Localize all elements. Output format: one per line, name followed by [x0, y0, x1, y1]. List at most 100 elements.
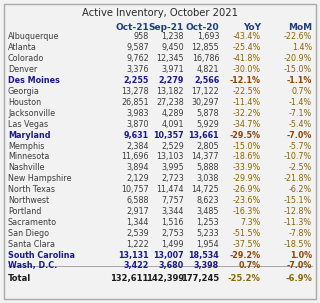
- Text: 0.7%: 0.7%: [292, 87, 312, 96]
- Text: Active Inventory, October 2021: Active Inventory, October 2021: [82, 8, 238, 18]
- Text: -18.5%: -18.5%: [284, 240, 312, 249]
- Text: Northwest: Northwest: [8, 196, 49, 205]
- Text: 4,091: 4,091: [162, 120, 184, 129]
- Text: -7.8%: -7.8%: [289, 229, 312, 238]
- Text: 1,693: 1,693: [197, 32, 219, 42]
- Text: 2,529: 2,529: [161, 142, 184, 151]
- Text: 6,588: 6,588: [126, 196, 149, 205]
- Text: 26,851: 26,851: [121, 98, 149, 107]
- Text: YoY: YoY: [243, 23, 261, 32]
- Text: Sep-21: Sep-21: [149, 23, 184, 32]
- Text: Georgia: Georgia: [8, 87, 40, 96]
- Text: 5,929: 5,929: [196, 120, 219, 129]
- Text: 14,377: 14,377: [192, 152, 219, 161]
- Text: -12.8%: -12.8%: [284, 207, 312, 216]
- Text: 3,870: 3,870: [126, 120, 149, 129]
- Text: 13,131: 13,131: [118, 251, 149, 260]
- Text: -29.5%: -29.5%: [230, 131, 261, 140]
- Text: 5,878: 5,878: [196, 109, 219, 118]
- Text: -25.2%: -25.2%: [228, 274, 261, 283]
- Text: -5.4%: -5.4%: [289, 120, 312, 129]
- Text: 13,103: 13,103: [156, 152, 184, 161]
- Text: 2,279: 2,279: [159, 76, 184, 85]
- Text: -18.6%: -18.6%: [233, 152, 261, 161]
- Text: Portland: Portland: [8, 207, 41, 216]
- Text: 3,894: 3,894: [126, 163, 149, 172]
- Text: Memphis: Memphis: [8, 142, 44, 151]
- Text: 4,821: 4,821: [197, 65, 219, 74]
- Text: -2.5%: -2.5%: [289, 163, 312, 172]
- Text: 16,786: 16,786: [192, 54, 219, 63]
- Text: -6.9%: -6.9%: [285, 274, 312, 283]
- Text: -30.0%: -30.0%: [233, 65, 261, 74]
- Text: 3,398: 3,398: [194, 261, 219, 271]
- Text: -23.6%: -23.6%: [233, 196, 261, 205]
- Text: -22.6%: -22.6%: [284, 32, 312, 42]
- Text: 13,182: 13,182: [156, 87, 184, 96]
- Text: -37.5%: -37.5%: [232, 240, 261, 249]
- Text: -10.7%: -10.7%: [284, 152, 312, 161]
- Text: North Texas: North Texas: [8, 185, 55, 194]
- Text: 7.3%: 7.3%: [240, 218, 261, 227]
- Text: 1,253: 1,253: [196, 218, 219, 227]
- Text: 1.4%: 1.4%: [292, 43, 312, 52]
- Text: South Carolina: South Carolina: [8, 251, 75, 260]
- Text: MoM: MoM: [288, 23, 312, 32]
- Text: 11,474: 11,474: [156, 185, 184, 194]
- Text: 1,222: 1,222: [126, 240, 149, 249]
- Text: San Diego: San Diego: [8, 229, 49, 238]
- Text: -7.0%: -7.0%: [287, 131, 312, 140]
- Text: -51.5%: -51.5%: [232, 229, 261, 238]
- Text: Maryland: Maryland: [8, 131, 51, 140]
- Text: 9,587: 9,587: [126, 43, 149, 52]
- Text: 7,757: 7,757: [161, 196, 184, 205]
- Text: -5.7%: -5.7%: [289, 142, 312, 151]
- Text: -22.5%: -22.5%: [232, 87, 261, 96]
- Text: Oct-21: Oct-21: [115, 23, 149, 32]
- Text: -33.9%: -33.9%: [233, 163, 261, 172]
- Text: -29.2%: -29.2%: [230, 251, 261, 260]
- Text: 1,344: 1,344: [126, 218, 149, 227]
- Text: 2,129: 2,129: [126, 174, 149, 183]
- Text: -1.4%: -1.4%: [289, 98, 312, 107]
- Text: -11.4%: -11.4%: [233, 98, 261, 107]
- Text: 5,888: 5,888: [197, 163, 219, 172]
- Text: -41.8%: -41.8%: [233, 54, 261, 63]
- Text: Oct-20: Oct-20: [186, 23, 219, 32]
- Text: 3,038: 3,038: [197, 174, 219, 183]
- Text: 2,539: 2,539: [126, 229, 149, 238]
- Text: 3,422: 3,422: [124, 261, 149, 271]
- Text: 2,723: 2,723: [161, 174, 184, 183]
- Text: 10,357: 10,357: [153, 131, 184, 140]
- Text: -11.3%: -11.3%: [284, 218, 312, 227]
- Text: 4,289: 4,289: [161, 109, 184, 118]
- Text: 12,345: 12,345: [156, 54, 184, 63]
- Text: 3,680: 3,680: [159, 261, 184, 271]
- Text: 958: 958: [133, 32, 149, 42]
- Text: 3,971: 3,971: [161, 65, 184, 74]
- Text: 2,805: 2,805: [196, 142, 219, 151]
- Text: 13,007: 13,007: [153, 251, 184, 260]
- Text: 142,399: 142,399: [146, 274, 184, 283]
- Text: -29.9%: -29.9%: [232, 174, 261, 183]
- Text: Colorado: Colorado: [8, 54, 44, 63]
- Text: -26.9%: -26.9%: [232, 185, 261, 194]
- Text: Santa Clara: Santa Clara: [8, 240, 55, 249]
- Text: Total: Total: [8, 274, 31, 283]
- Text: -32.2%: -32.2%: [232, 109, 261, 118]
- Text: 8,623: 8,623: [197, 196, 219, 205]
- Text: -34.7%: -34.7%: [233, 120, 261, 129]
- Text: 27,238: 27,238: [156, 98, 184, 107]
- Text: Minnesota: Minnesota: [8, 152, 49, 161]
- Text: 13,278: 13,278: [121, 87, 149, 96]
- Text: 1.0%: 1.0%: [290, 251, 312, 260]
- Text: -43.4%: -43.4%: [233, 32, 261, 42]
- Text: Denver: Denver: [8, 65, 37, 74]
- Text: -7.1%: -7.1%: [289, 109, 312, 118]
- Text: 11,696: 11,696: [121, 152, 149, 161]
- Text: 3,995: 3,995: [161, 163, 184, 172]
- Text: 177,245: 177,245: [181, 274, 219, 283]
- Text: 9,631: 9,631: [124, 131, 149, 140]
- Text: 2,566: 2,566: [194, 76, 219, 85]
- Text: 3,344: 3,344: [162, 207, 184, 216]
